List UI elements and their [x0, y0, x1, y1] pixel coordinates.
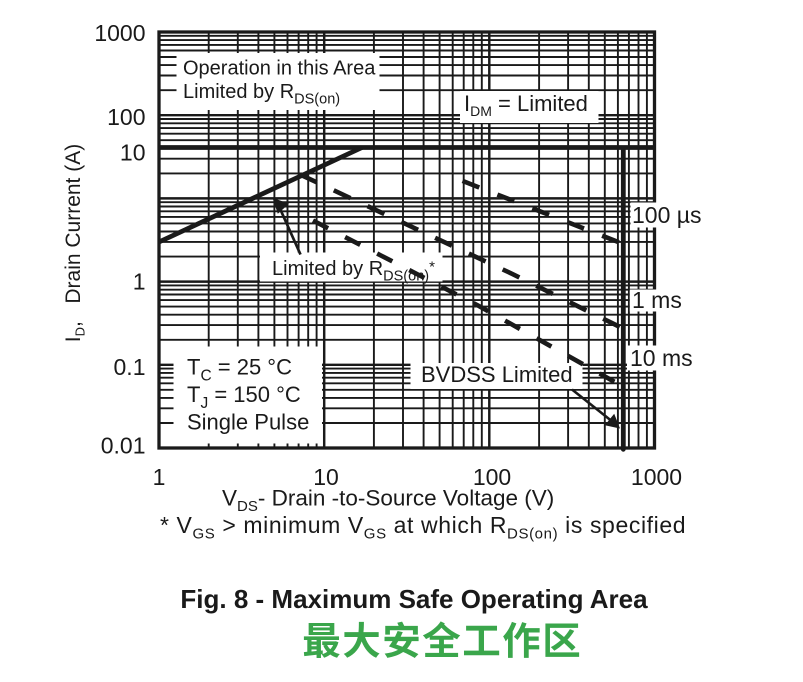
svg-text:1000: 1000 [631, 464, 682, 490]
svg-text:10 ms: 10 ms [630, 345, 693, 371]
svg-text:10: 10 [120, 140, 146, 166]
svg-text:0.01: 0.01 [101, 433, 146, 459]
svg-text:10: 10 [313, 464, 339, 490]
svg-text:ID, Drain Current (A): ID, Drain Current (A) [62, 144, 88, 342]
svg-text:Operation in this Area: Operation in this Area [183, 58, 376, 80]
svg-text:100: 100 [107, 104, 145, 130]
svg-text:VDS- Drain -to-Source Voltage: VDS- Drain -to-Source Voltage (V) [222, 486, 554, 516]
svg-text:1 ms: 1 ms [632, 287, 682, 313]
svg-text:Fig. 8 - Maximum Safe Operatin: Fig. 8 - Maximum Safe Operating Area [180, 584, 648, 614]
svg-text:100 µs: 100 µs [632, 202, 702, 228]
svg-text:Single Pulse: Single Pulse [187, 410, 309, 435]
svg-text:TC = 25 °C: TC = 25 °C [187, 355, 292, 385]
svg-text:1: 1 [153, 464, 166, 490]
svg-text:BVDSS Limited: BVDSS Limited [421, 362, 573, 387]
svg-text:* VGS > minimum VGS at which: * VGS > minimum VGS at which RDS(on) is … [160, 512, 686, 543]
svg-text:100: 100 [473, 464, 511, 490]
svg-text:0.1: 0.1 [114, 354, 146, 380]
svg-text:1000: 1000 [94, 20, 145, 46]
svg-text:1: 1 [133, 269, 146, 295]
